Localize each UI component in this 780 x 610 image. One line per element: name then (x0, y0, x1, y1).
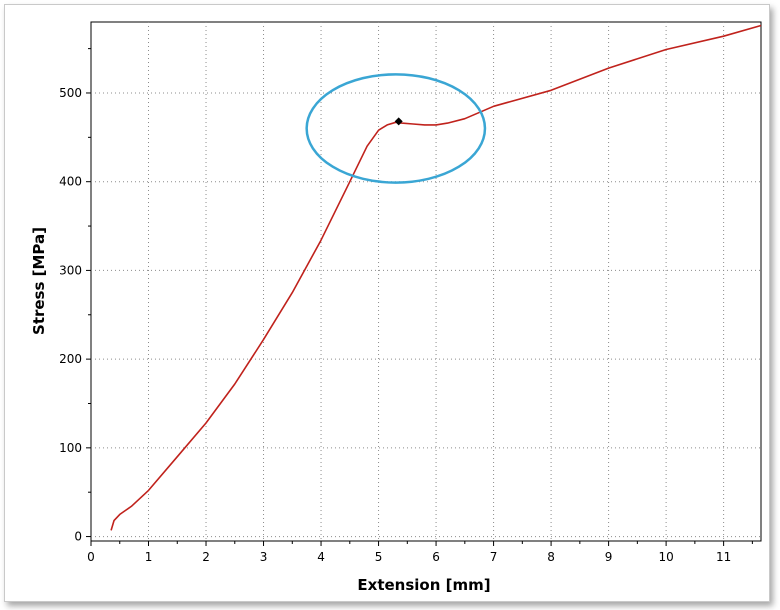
yield-point-marker (394, 117, 403, 126)
y-tick-label: 300 (59, 263, 82, 277)
x-tick-label: 4 (317, 550, 325, 564)
x-tick-label: 8 (547, 550, 555, 564)
highlight-ellipse (305, 73, 487, 184)
x-tick-label: 0 (87, 550, 95, 564)
x-tick-label: 3 (260, 550, 268, 564)
series-line (110, 24, 762, 531)
x-tick-label: 7 (490, 550, 498, 564)
x-axis-title: Extension [mm] (357, 576, 490, 594)
x-tick-label: 9 (605, 550, 613, 564)
plot-area (90, 21, 762, 542)
x-tick-label: 6 (432, 550, 440, 564)
x-tick-label: 5 (375, 550, 383, 564)
x-tick-label: 1 (145, 550, 153, 564)
y-axis-title: Stress [MPa] (30, 227, 48, 335)
axis-ticks: 0 1 2 3 4 5 6 7 8 9 10 11 0 100 200 300 400 500 (59, 48, 753, 564)
y-tick-label: 200 (59, 352, 82, 366)
y-tick-label: 0 (74, 530, 82, 544)
annotation-group (305, 73, 487, 184)
x-tick-label: 11 (716, 550, 731, 564)
grid (91, 22, 761, 541)
y-tick-label: 400 (59, 175, 82, 189)
x-tick-label: 10 (658, 550, 673, 564)
y-tick-label: 500 (59, 86, 82, 100)
y-tick-label: 100 (59, 441, 82, 455)
series-group (110, 24, 762, 531)
x-tick-label: 2 (202, 550, 210, 564)
